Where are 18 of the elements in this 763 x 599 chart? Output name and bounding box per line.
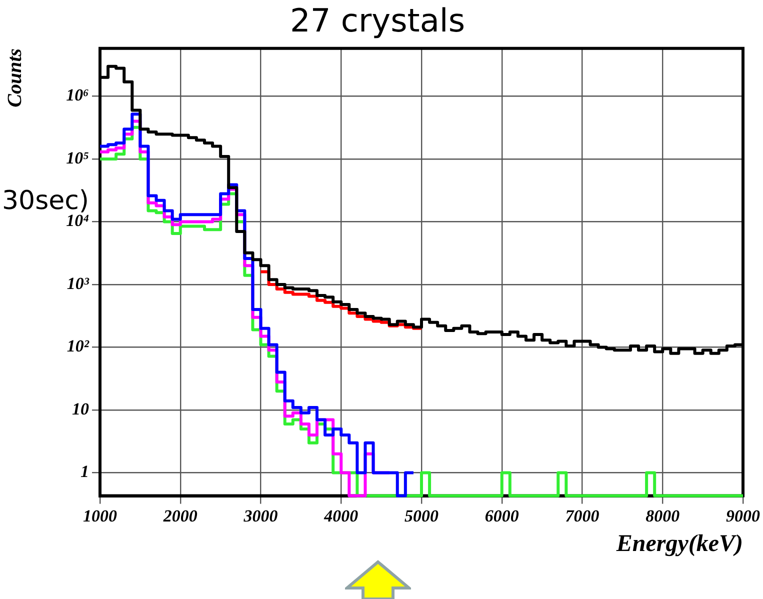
x-tick-label: 6000: [484, 506, 520, 526]
x-tick-label: 2000: [162, 506, 198, 526]
chart-title: 27 crystals: [290, 2, 465, 40]
x-tick-label: 7000: [565, 506, 600, 526]
y-tick-label: 10: [72, 399, 90, 418]
x-tick-label: 4000: [323, 506, 359, 526]
x-tick-label: 1000: [83, 506, 118, 526]
y-tick-label: 10⁶: [66, 86, 90, 105]
y-tick-label: 1: [80, 462, 89, 482]
x-tick-label: 9000: [726, 506, 760, 526]
y-axis-title: Counts: [4, 48, 26, 108]
y-tick-label: 10⁵: [66, 148, 90, 168]
x-tick-label: 3000: [242, 506, 278, 526]
x-tick-label: 5000: [404, 506, 439, 526]
y-tick-label: 10³: [66, 274, 90, 293]
y-tick-label: 10²: [66, 336, 90, 356]
x-axis-title: Energy(keV): [615, 530, 743, 557]
x-tick-label: 8000: [646, 506, 680, 526]
